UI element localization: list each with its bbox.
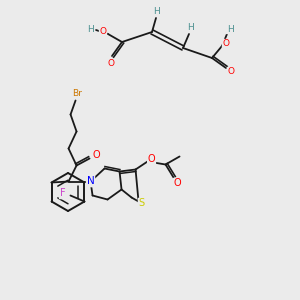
Text: F: F: [60, 188, 65, 199]
Text: H: H: [187, 22, 194, 32]
Text: S: S: [139, 199, 145, 208]
Text: H: H: [154, 7, 160, 16]
Text: O: O: [174, 178, 182, 188]
Text: O: O: [227, 68, 235, 76]
Text: O: O: [100, 28, 106, 37]
Text: H: H: [226, 25, 233, 34]
Text: O: O: [107, 59, 115, 68]
Text: H: H: [88, 25, 94, 34]
Text: N: N: [87, 176, 94, 187]
Text: O: O: [223, 40, 230, 49]
Text: O: O: [148, 154, 155, 164]
Text: O: O: [93, 149, 101, 160]
Text: Br: Br: [73, 89, 82, 98]
